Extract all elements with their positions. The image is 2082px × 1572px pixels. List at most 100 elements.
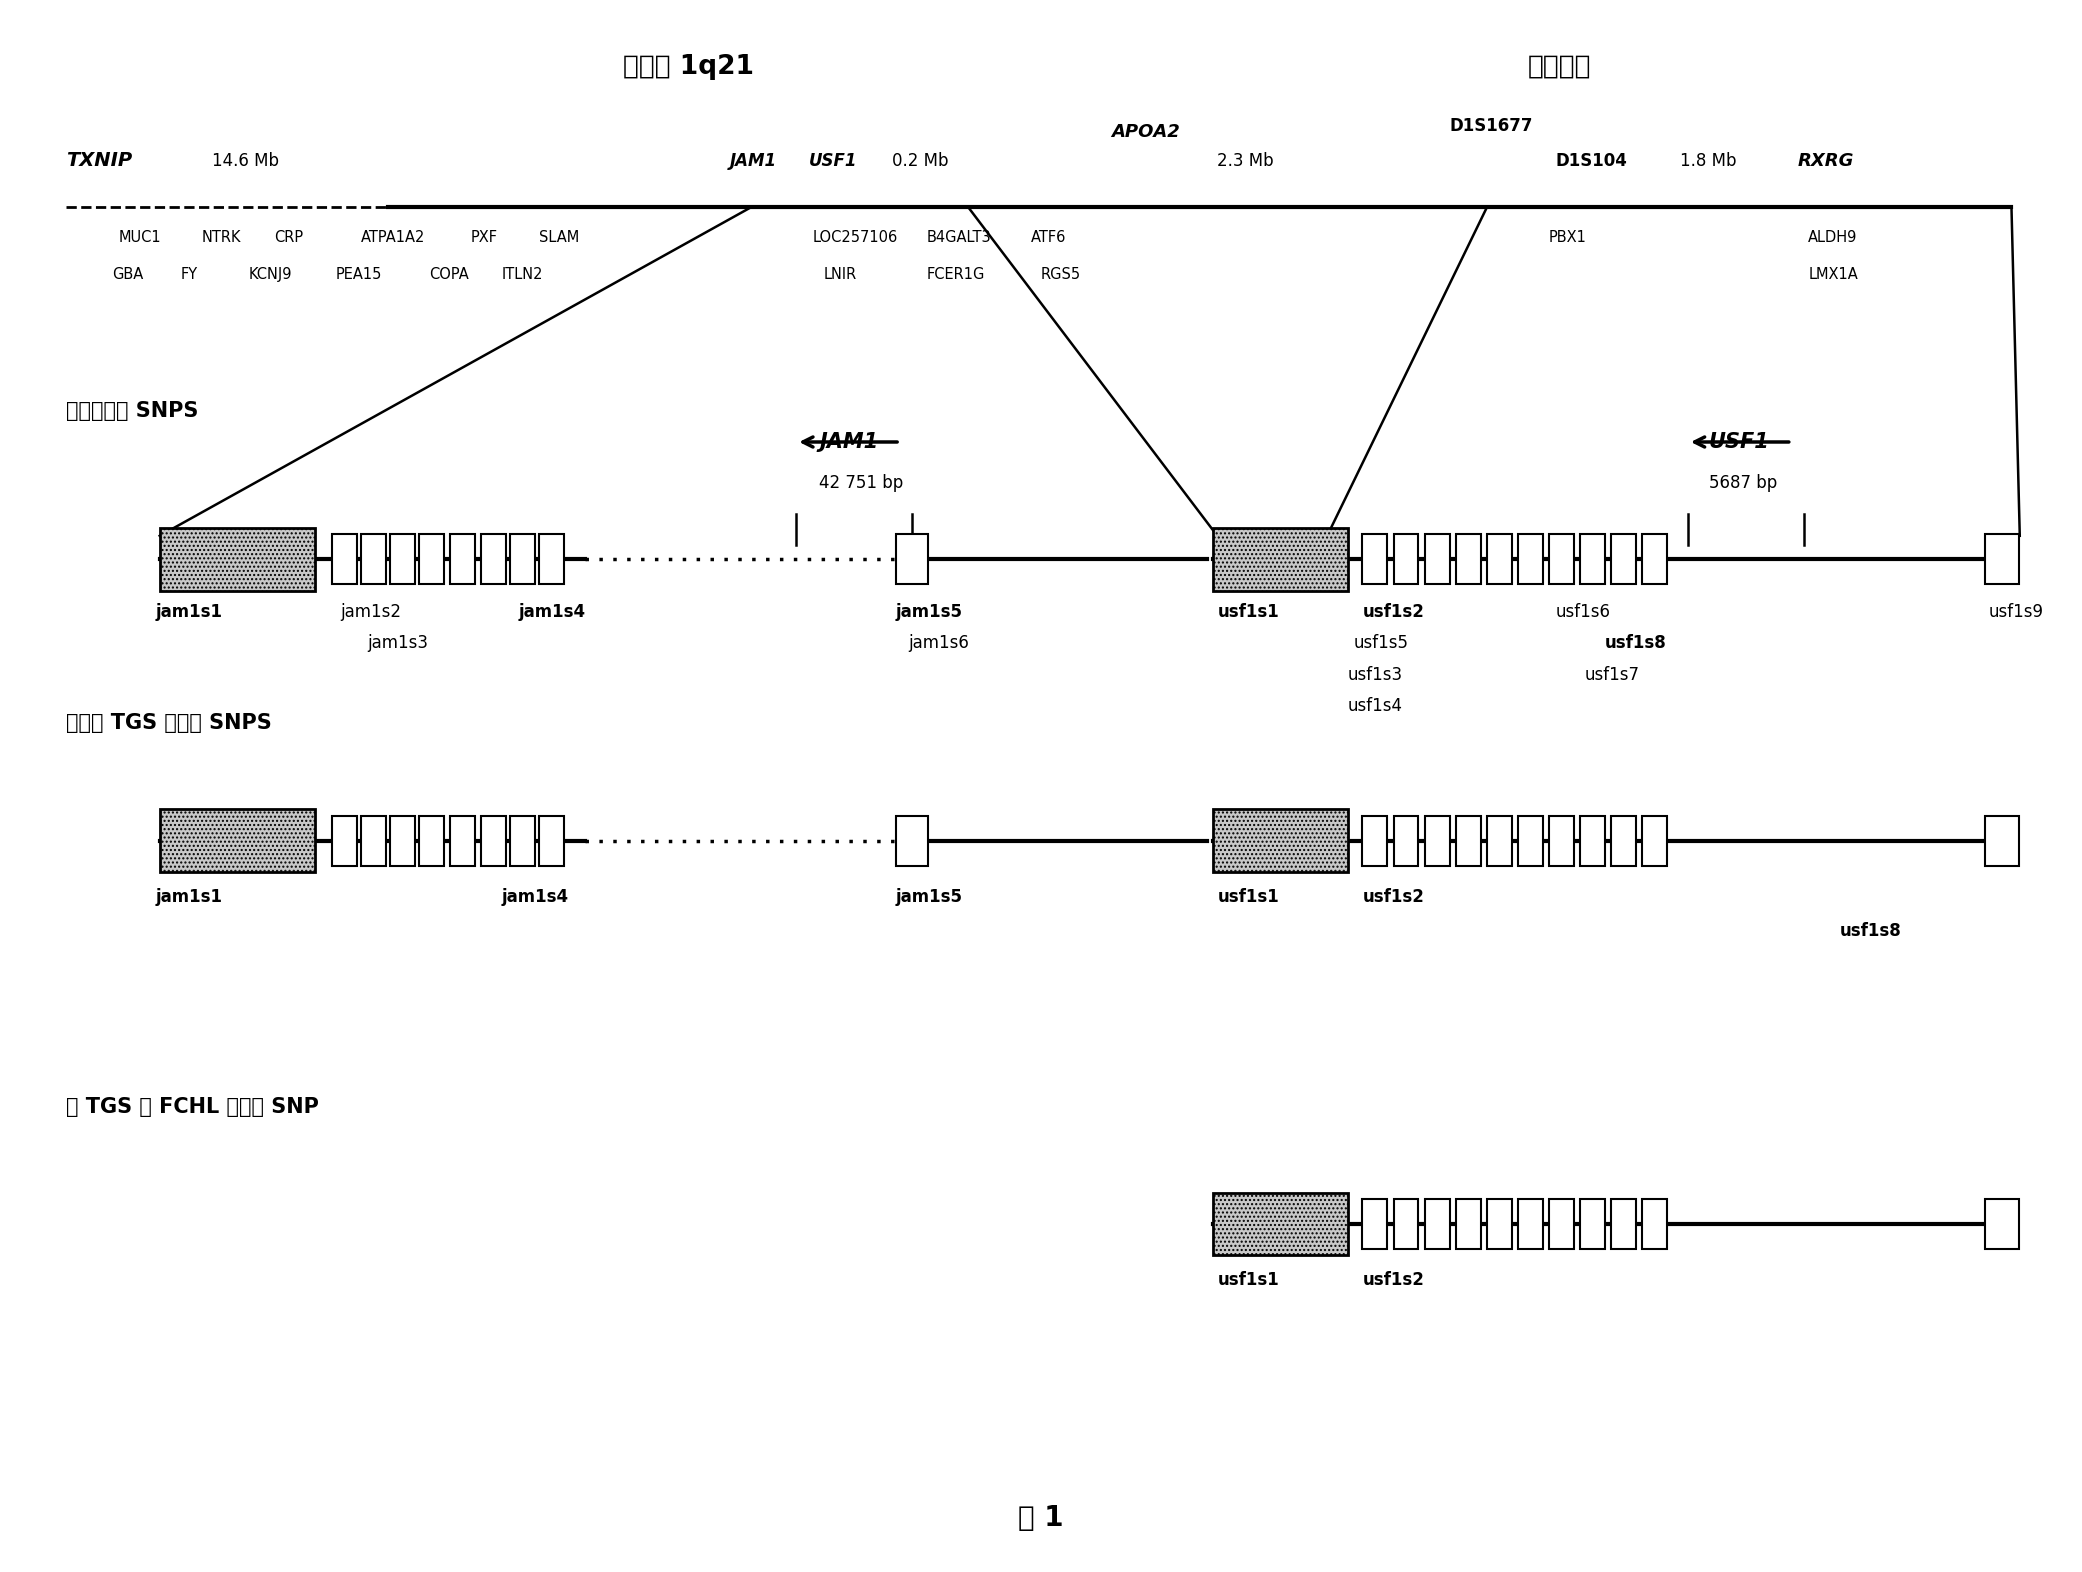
Text: jam1s4: jam1s4 [502, 888, 568, 905]
Text: LMX1A: LMX1A [1809, 267, 1857, 283]
Bar [1214, 810, 1347, 872]
Text: PBX1: PBX1 [1549, 230, 1586, 245]
Text: jam1s5: jam1s5 [895, 888, 962, 905]
Bar [1643, 816, 1668, 866]
Text: 0.2 Mb: 0.2 Mb [891, 151, 947, 170]
Text: jam1s6: jam1s6 [908, 635, 968, 652]
Bar [1984, 534, 2020, 585]
Text: PEA15: PEA15 [335, 267, 383, 283]
Bar [1487, 534, 1512, 585]
Bar [1580, 534, 1605, 585]
Text: usf1s5: usf1s5 [1353, 635, 1410, 652]
Text: usf1s4: usf1s4 [1347, 696, 1403, 715]
Bar [1611, 534, 1636, 585]
Text: usf1s2: usf1s2 [1362, 1270, 1424, 1289]
Bar [1518, 534, 1543, 585]
Bar [450, 816, 475, 866]
Text: 突出连锁: 突出连锁 [1528, 53, 1591, 80]
Text: NTRK: NTRK [202, 230, 242, 245]
Text: usf1s1: usf1s1 [1218, 604, 1278, 621]
Bar [1984, 1199, 2020, 1248]
Bar [1424, 816, 1449, 866]
Bar [1393, 534, 1418, 585]
Text: 1.8 Mb: 1.8 Mb [1680, 151, 1736, 170]
Text: 染色体 1q21: 染色体 1q21 [623, 53, 754, 80]
Text: CRP: CRP [273, 230, 302, 245]
Text: usf1s3: usf1s3 [1347, 665, 1403, 684]
Text: KCNJ9: KCNJ9 [250, 267, 291, 283]
Bar [895, 534, 929, 585]
Text: USF1: USF1 [1709, 432, 1770, 453]
Bar [1362, 816, 1387, 866]
Bar [360, 534, 385, 585]
Text: usf1s1: usf1s1 [1218, 888, 1278, 905]
Text: D1S104: D1S104 [1555, 151, 1628, 170]
Text: ATF6: ATF6 [1031, 230, 1066, 245]
Text: APOA2: APOA2 [1112, 123, 1180, 141]
Bar [1611, 816, 1636, 866]
Text: COPA: COPA [429, 267, 468, 283]
Text: 5687 bp: 5687 bp [1709, 473, 1776, 492]
Text: D1S1677: D1S1677 [1449, 118, 1532, 135]
Text: jam1s2: jam1s2 [339, 604, 402, 621]
Text: RGS5: RGS5 [1041, 267, 1081, 283]
Bar [450, 534, 475, 585]
Bar [1580, 816, 1605, 866]
Bar [331, 816, 356, 866]
Bar [481, 534, 506, 585]
Bar [1455, 534, 1480, 585]
Text: GBA: GBA [112, 267, 144, 283]
Text: jam1s1: jam1s1 [156, 888, 223, 905]
Bar [1455, 1199, 1480, 1248]
Bar [1549, 816, 1574, 866]
Text: usf1s8: usf1s8 [1838, 923, 1901, 940]
Text: 与 TGS 和 FCHL 相关的 SNP: 与 TGS 和 FCHL 相关的 SNP [67, 1097, 319, 1116]
Bar [1518, 1199, 1543, 1248]
Text: usf1s8: usf1s8 [1605, 635, 1668, 652]
Bar [510, 534, 535, 585]
Text: jam1s5: jam1s5 [895, 604, 962, 621]
Text: 42 751 bp: 42 751 bp [818, 473, 904, 492]
Bar [1643, 534, 1668, 585]
Bar [1549, 534, 1574, 585]
Bar [1393, 816, 1418, 866]
Bar [360, 816, 385, 866]
Bar [1611, 1199, 1636, 1248]
Text: usf1s7: usf1s7 [1584, 665, 1639, 684]
Bar [1580, 1199, 1605, 1248]
Bar [1455, 816, 1480, 866]
Text: ALDH9: ALDH9 [1809, 230, 1857, 245]
Text: MUC1: MUC1 [119, 230, 160, 245]
Bar [1393, 1199, 1418, 1248]
Text: usf1s6: usf1s6 [1555, 604, 1609, 621]
Text: jam1s1: jam1s1 [156, 604, 223, 621]
Bar [481, 816, 506, 866]
Text: RXRG: RXRG [1799, 151, 1855, 170]
Text: ITLN2: ITLN2 [502, 267, 543, 283]
Text: jam1s4: jam1s4 [518, 604, 585, 621]
Text: JAM1: JAM1 [818, 432, 879, 453]
Bar [1424, 534, 1449, 585]
Bar [1643, 1199, 1668, 1248]
Bar [1487, 816, 1512, 866]
Text: FCER1G: FCER1G [926, 267, 985, 283]
Bar [389, 534, 414, 585]
Text: 基因分型的 SNPS: 基因分型的 SNPS [67, 401, 198, 421]
Bar [1549, 1199, 1574, 1248]
Bar [418, 534, 443, 585]
Bar [160, 810, 314, 872]
Bar [1518, 816, 1543, 866]
Text: usf1s2: usf1s2 [1362, 604, 1424, 621]
Text: PXF: PXF [471, 230, 498, 245]
Bar [389, 816, 414, 866]
Bar [510, 816, 535, 866]
Bar [1487, 1199, 1512, 1248]
Text: usf1s1: usf1s1 [1218, 1270, 1278, 1289]
Text: B4GALT3: B4GALT3 [926, 230, 991, 245]
Text: 图 1: 图 1 [1018, 1504, 1064, 1531]
Text: usf1s2: usf1s2 [1362, 888, 1424, 905]
Bar [1214, 528, 1347, 591]
Text: TXNIP: TXNIP [67, 151, 133, 170]
Text: 2.3 Mb: 2.3 Mb [1218, 151, 1274, 170]
Bar [539, 816, 564, 866]
